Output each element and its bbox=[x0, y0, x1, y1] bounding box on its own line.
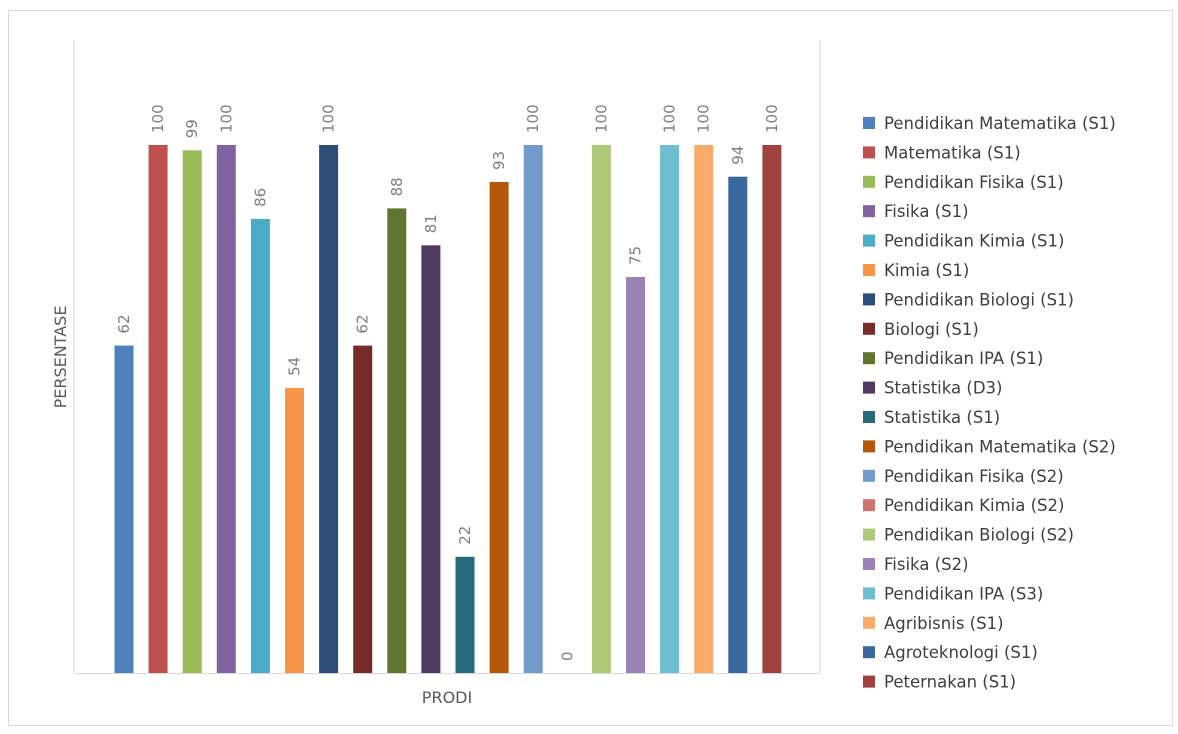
legend-swatch-11 bbox=[863, 411, 875, 423]
legend-label-13: Pendidikan Fisika (S2) bbox=[884, 467, 1064, 486]
bar-8 bbox=[353, 346, 372, 673]
bar-9 bbox=[387, 208, 406, 673]
legend-swatch-5 bbox=[863, 235, 875, 247]
legend-swatch-17 bbox=[863, 587, 875, 599]
bar-16 bbox=[626, 277, 645, 673]
legend-label-7: Pendidikan Biologi (S1) bbox=[884, 290, 1074, 309]
legend-swatch-14 bbox=[863, 499, 875, 511]
bar-11 bbox=[456, 557, 475, 673]
legend-label-15: Pendidikan Biologi (S2) bbox=[884, 526, 1074, 545]
legend-swatch-15 bbox=[863, 529, 875, 541]
data-label-13: 100 bbox=[524, 104, 542, 133]
data-label-17: 100 bbox=[661, 104, 679, 133]
legend-swatch-9 bbox=[863, 352, 875, 364]
legend-swatch-12 bbox=[863, 440, 875, 452]
x-axis-title: PRODI bbox=[422, 688, 472, 707]
data-label-5: 86 bbox=[251, 188, 269, 207]
y-axis-title: PERSENTASE bbox=[51, 306, 70, 409]
bar-6 bbox=[285, 388, 304, 673]
bar-15 bbox=[592, 145, 611, 673]
bar-1 bbox=[115, 346, 134, 673]
bar-13 bbox=[524, 145, 543, 673]
legend-swatch-19 bbox=[863, 646, 875, 658]
legend-label-20: Peternakan (S1) bbox=[884, 673, 1016, 692]
bar-4 bbox=[217, 145, 236, 673]
legend-swatch-7 bbox=[863, 293, 875, 305]
bar-18 bbox=[694, 145, 713, 673]
bar-19 bbox=[728, 177, 747, 673]
legend-label-19: Agroteknologi (S1) bbox=[884, 643, 1038, 662]
legend: Pendidikan Matematika (S1) Matematika (S1… bbox=[863, 114, 1116, 692]
legend-label-9: Pendidikan IPA (S1) bbox=[884, 349, 1043, 368]
legend-swatch-4 bbox=[863, 205, 875, 217]
legend-label-5: Pendidikan Kimia (S1) bbox=[884, 232, 1064, 251]
data-label-10: 81 bbox=[422, 214, 440, 233]
legend-label-10: Statistika (D3) bbox=[884, 379, 1002, 398]
legend-swatch-3 bbox=[863, 176, 875, 188]
legend-label-1: Pendidikan Matematika (S1) bbox=[884, 114, 1116, 133]
legend-swatch-1 bbox=[863, 117, 875, 129]
bar-20 bbox=[762, 145, 781, 673]
bar-12 bbox=[490, 182, 509, 673]
legend-label-11: Statistika (S1) bbox=[884, 408, 1000, 427]
legend-swatch-18 bbox=[863, 617, 875, 629]
data-label-14: 0 bbox=[558, 651, 576, 661]
legend-swatch-13 bbox=[863, 470, 875, 482]
data-label-7: 100 bbox=[320, 104, 338, 133]
legend-label-14: Pendidikan Kimia (S2) bbox=[884, 496, 1064, 515]
data-label-11: 22 bbox=[456, 526, 474, 545]
data-label-20: 100 bbox=[763, 104, 781, 133]
legend-swatch-2 bbox=[863, 146, 875, 158]
data-label-2: 100 bbox=[149, 104, 167, 133]
bar-7 bbox=[319, 145, 338, 673]
data-label-6: 54 bbox=[286, 357, 304, 376]
legend-label-16: Fisika (S2) bbox=[884, 555, 969, 574]
legend-label-12: Pendidikan Matematika (S2) bbox=[884, 437, 1116, 456]
legend-label-6: Kimia (S1) bbox=[884, 261, 969, 280]
data-label-16: 75 bbox=[627, 246, 645, 265]
data-label-4: 100 bbox=[217, 104, 235, 133]
data-label-15: 100 bbox=[592, 104, 610, 133]
data-label-19: 94 bbox=[729, 146, 747, 165]
data-label-1: 62 bbox=[115, 315, 133, 334]
legend-swatch-6 bbox=[863, 264, 875, 276]
data-label-18: 100 bbox=[695, 104, 713, 133]
legend-label-18: Agribisnis (S1) bbox=[884, 614, 1004, 633]
bar-3 bbox=[183, 150, 202, 673]
data-label-3: 99 bbox=[183, 119, 201, 138]
bars-group bbox=[115, 145, 782, 673]
data-labels-group: 62 100 99 100 86 54 100 62 88 81 22 93 100 0 100 75 100 1… bbox=[115, 104, 781, 661]
data-label-9: 88 bbox=[388, 177, 406, 196]
legend-label-2: Matematika (S1) bbox=[884, 143, 1021, 162]
legend-swatch-8 bbox=[863, 323, 875, 335]
bar-5 bbox=[251, 219, 270, 673]
legend-label-17: Pendidikan IPA (S3) bbox=[884, 584, 1043, 603]
legend-swatch-16 bbox=[863, 558, 875, 570]
bar-2 bbox=[149, 145, 168, 673]
legend-label-4: Fisika (S1) bbox=[884, 202, 969, 221]
bar-17 bbox=[660, 145, 679, 673]
legend-swatch-20 bbox=[863, 676, 875, 688]
bar-10 bbox=[421, 245, 440, 673]
legend-label-3: Pendidikan Fisika (S1) bbox=[884, 173, 1064, 192]
data-label-12: 93 bbox=[490, 151, 508, 170]
legend-label-8: Biologi (S1) bbox=[884, 320, 979, 339]
legend-swatch-10 bbox=[863, 382, 875, 394]
data-label-8: 62 bbox=[354, 315, 372, 334]
